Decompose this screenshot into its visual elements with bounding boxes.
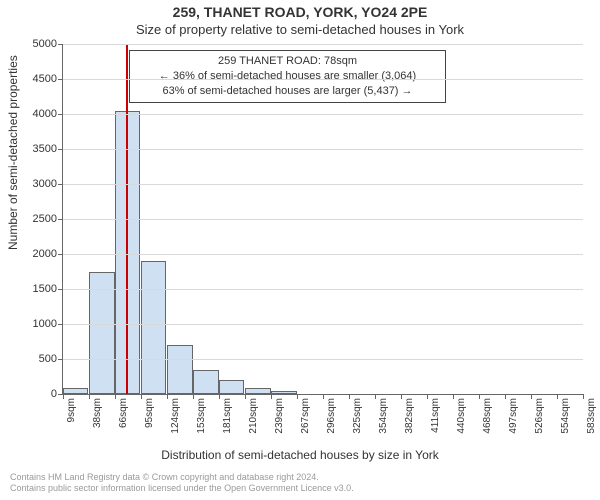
- xtick-label: 440sqm: [456, 398, 467, 434]
- histogram-bar: [63, 388, 88, 394]
- xtick-label: 382sqm: [404, 398, 415, 434]
- ytick-mark: [58, 44, 63, 45]
- xtick-mark: [63, 394, 64, 399]
- xtick-label: 38sqm: [92, 398, 103, 428]
- xtick-mark: [271, 394, 272, 399]
- gridline: [63, 79, 583, 80]
- xtick-mark: [219, 394, 220, 399]
- histogram-bar: [245, 388, 270, 394]
- ytick-mark: [58, 289, 63, 290]
- y-axis-label: Number of semi-detached properties: [6, 55, 20, 250]
- ytick-label: 0: [51, 388, 57, 400]
- annotation-line: 63% of semi-detached houses are larger (…: [136, 84, 439, 99]
- footer-attribution: Contains HM Land Registry data © Crown c…: [10, 472, 354, 495]
- xtick-label: 66sqm: [118, 398, 129, 428]
- ytick-mark: [58, 114, 63, 115]
- xtick-label: 267sqm: [300, 398, 311, 434]
- annotation-box: 259 THANET ROAD: 78sqm← 36% of semi-deta…: [129, 50, 446, 103]
- xtick-label: 497sqm: [508, 398, 519, 434]
- ytick-mark: [58, 254, 63, 255]
- xtick-label: 210sqm: [248, 398, 259, 434]
- xtick-mark: [453, 394, 454, 399]
- histogram-bar: [271, 391, 296, 395]
- gridline: [63, 114, 583, 115]
- gridline: [63, 289, 583, 290]
- gridline: [63, 44, 583, 45]
- xtick-label: 181sqm: [222, 398, 233, 434]
- xtick-label: 468sqm: [482, 398, 493, 434]
- ytick-mark: [58, 79, 63, 80]
- xtick-mark: [583, 394, 584, 399]
- xtick-mark: [349, 394, 350, 399]
- ytick-label: 4500: [33, 73, 57, 85]
- x-axis-label: Distribution of semi-detached houses by …: [0, 448, 600, 462]
- xtick-mark: [141, 394, 142, 399]
- xtick-mark: [427, 394, 428, 399]
- ytick-label: 500: [39, 353, 57, 365]
- ytick-mark: [58, 219, 63, 220]
- xtick-mark: [531, 394, 532, 399]
- ytick-mark: [58, 184, 63, 185]
- chart-subtitle: Size of property relative to semi-detach…: [0, 22, 600, 37]
- xtick-label: 526sqm: [534, 398, 545, 434]
- histogram-bar: [167, 345, 192, 394]
- ytick-label: 1500: [33, 283, 57, 295]
- gridline: [63, 359, 583, 360]
- xtick-mark: [89, 394, 90, 399]
- xtick-mark: [193, 394, 194, 399]
- xtick-label: 153sqm: [196, 398, 207, 434]
- histogram-bar: [219, 380, 244, 394]
- ytick-label: 3000: [33, 178, 57, 190]
- histogram-bar: [141, 261, 166, 394]
- xtick-label: 95sqm: [144, 398, 155, 428]
- chart-title: 259, THANET ROAD, YORK, YO24 2PE: [0, 4, 600, 20]
- plot-area: 259 THANET ROAD: 78sqm← 36% of semi-deta…: [62, 44, 583, 395]
- xtick-mark: [245, 394, 246, 399]
- xtick-mark: [323, 394, 324, 399]
- ytick-label: 2000: [33, 248, 57, 260]
- gridline: [63, 324, 583, 325]
- xtick-label: 354sqm: [378, 398, 389, 434]
- footer-line-1: Contains HM Land Registry data © Crown c…: [10, 472, 354, 483]
- ytick-mark: [58, 359, 63, 360]
- chart-container: 259, THANET ROAD, YORK, YO24 2PE Size of…: [0, 0, 600, 500]
- histogram-bar: [193, 370, 218, 395]
- ytick-label: 3500: [33, 143, 57, 155]
- xtick-label: 411sqm: [430, 398, 441, 433]
- xtick-mark: [479, 394, 480, 399]
- annotation-line: ← 36% of semi-detached houses are smalle…: [136, 69, 439, 84]
- xtick-label: 325sqm: [352, 398, 363, 434]
- ytick-mark: [58, 324, 63, 325]
- xtick-mark: [505, 394, 506, 399]
- xtick-mark: [375, 394, 376, 399]
- gridline: [63, 254, 583, 255]
- gridline: [63, 149, 583, 150]
- xtick-label: 583sqm: [586, 398, 597, 434]
- xtick-label: 9sqm: [66, 398, 77, 422]
- xtick-label: 124sqm: [170, 398, 181, 434]
- xtick-mark: [297, 394, 298, 399]
- footer-line-2: Contains public sector information licen…: [10, 483, 354, 494]
- xtick-mark: [401, 394, 402, 399]
- ytick-label: 2500: [33, 213, 57, 225]
- xtick-label: 239sqm: [274, 398, 285, 434]
- gridline: [63, 219, 583, 220]
- xtick-mark: [115, 394, 116, 399]
- ytick-label: 4000: [33, 108, 57, 120]
- ytick-mark: [58, 149, 63, 150]
- ytick-label: 5000: [33, 38, 57, 50]
- xtick-label: 296sqm: [326, 398, 337, 434]
- xtick-label: 554sqm: [560, 398, 571, 434]
- gridline: [63, 184, 583, 185]
- xtick-mark: [557, 394, 558, 399]
- ytick-label: 1000: [33, 318, 57, 330]
- xtick-mark: [167, 394, 168, 399]
- annotation-line: 259 THANET ROAD: 78sqm: [136, 54, 439, 69]
